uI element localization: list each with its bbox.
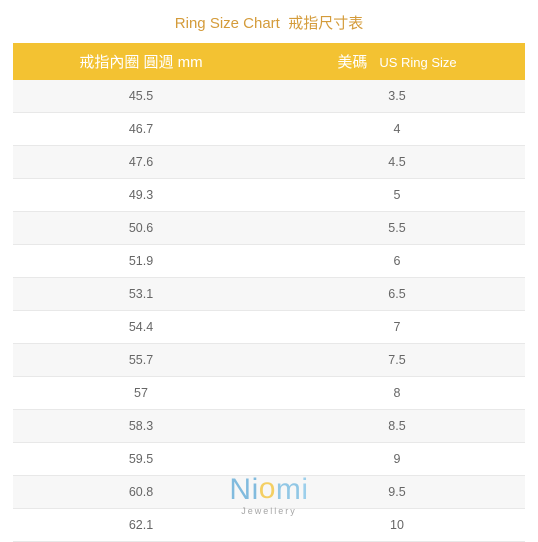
table-row: 55.77.5 [13,344,525,377]
table-row: 51.96 [13,245,525,278]
table-row: 54.47 [13,311,525,344]
cell-us-size: 5 [269,179,525,212]
table-row: 45.53.5 [13,80,525,113]
table-row: 47.64.5 [13,146,525,179]
cell-circumference: 60.8 [13,476,269,509]
cell-us-size: 10 [269,509,525,542]
cell-circumference: 62.1 [13,509,269,542]
cell-us-size: 4.5 [269,146,525,179]
table-body: 45.53.546.7447.64.549.3550.65.551.9653.1… [13,80,525,542]
cell-circumference: 50.6 [13,212,269,245]
cell-us-size: 3.5 [269,80,525,113]
cell-circumference: 54.4 [13,311,269,344]
cell-us-size: 7 [269,311,525,344]
ring-size-table: 戒指內圈 圓週 mm 美碼US Ring Size 45.53.546.7447… [13,43,525,542]
table-row: 50.65.5 [13,212,525,245]
cell-circumference: 55.7 [13,344,269,377]
col-header-us-size: 美碼US Ring Size [269,43,525,80]
table-row: 62.110 [13,509,525,542]
col-header-circumference: 戒指內圈 圓週 mm [13,43,269,80]
table-row: 578 [13,377,525,410]
cell-us-size: 8.5 [269,410,525,443]
table-header-row: 戒指內圈 圓週 mm 美碼US Ring Size [13,43,525,80]
cell-circumference: 57 [13,377,269,410]
table-row: 59.59 [13,443,525,476]
cell-us-size: 8 [269,377,525,410]
table-row: 53.16.5 [13,278,525,311]
cell-us-size: 6.5 [269,278,525,311]
cell-us-size: 4 [269,113,525,146]
cell-us-size: 5.5 [269,212,525,245]
title-zh: 戒指尺寸表 [288,15,363,32]
cell-circumference: 53.1 [13,278,269,311]
table-row: 46.74 [13,113,525,146]
cell-circumference: 45.5 [13,80,269,113]
page-title: Ring Size Chart 戒指尺寸表 [0,0,538,43]
cell-circumference: 46.7 [13,113,269,146]
table-row: 58.38.5 [13,410,525,443]
cell-circumference: 47.6 [13,146,269,179]
cell-us-size: 9 [269,443,525,476]
cell-circumference: 49.3 [13,179,269,212]
cell-circumference: 59.5 [13,443,269,476]
title-en: Ring Size Chart [175,15,280,32]
cell-circumference: 51.9 [13,245,269,278]
cell-us-size: 9.5 [269,476,525,509]
cell-us-size: 6 [269,245,525,278]
cell-circumference: 58.3 [13,410,269,443]
table-row: 60.89.5 [13,476,525,509]
cell-us-size: 7.5 [269,344,525,377]
table-row: 49.35 [13,179,525,212]
